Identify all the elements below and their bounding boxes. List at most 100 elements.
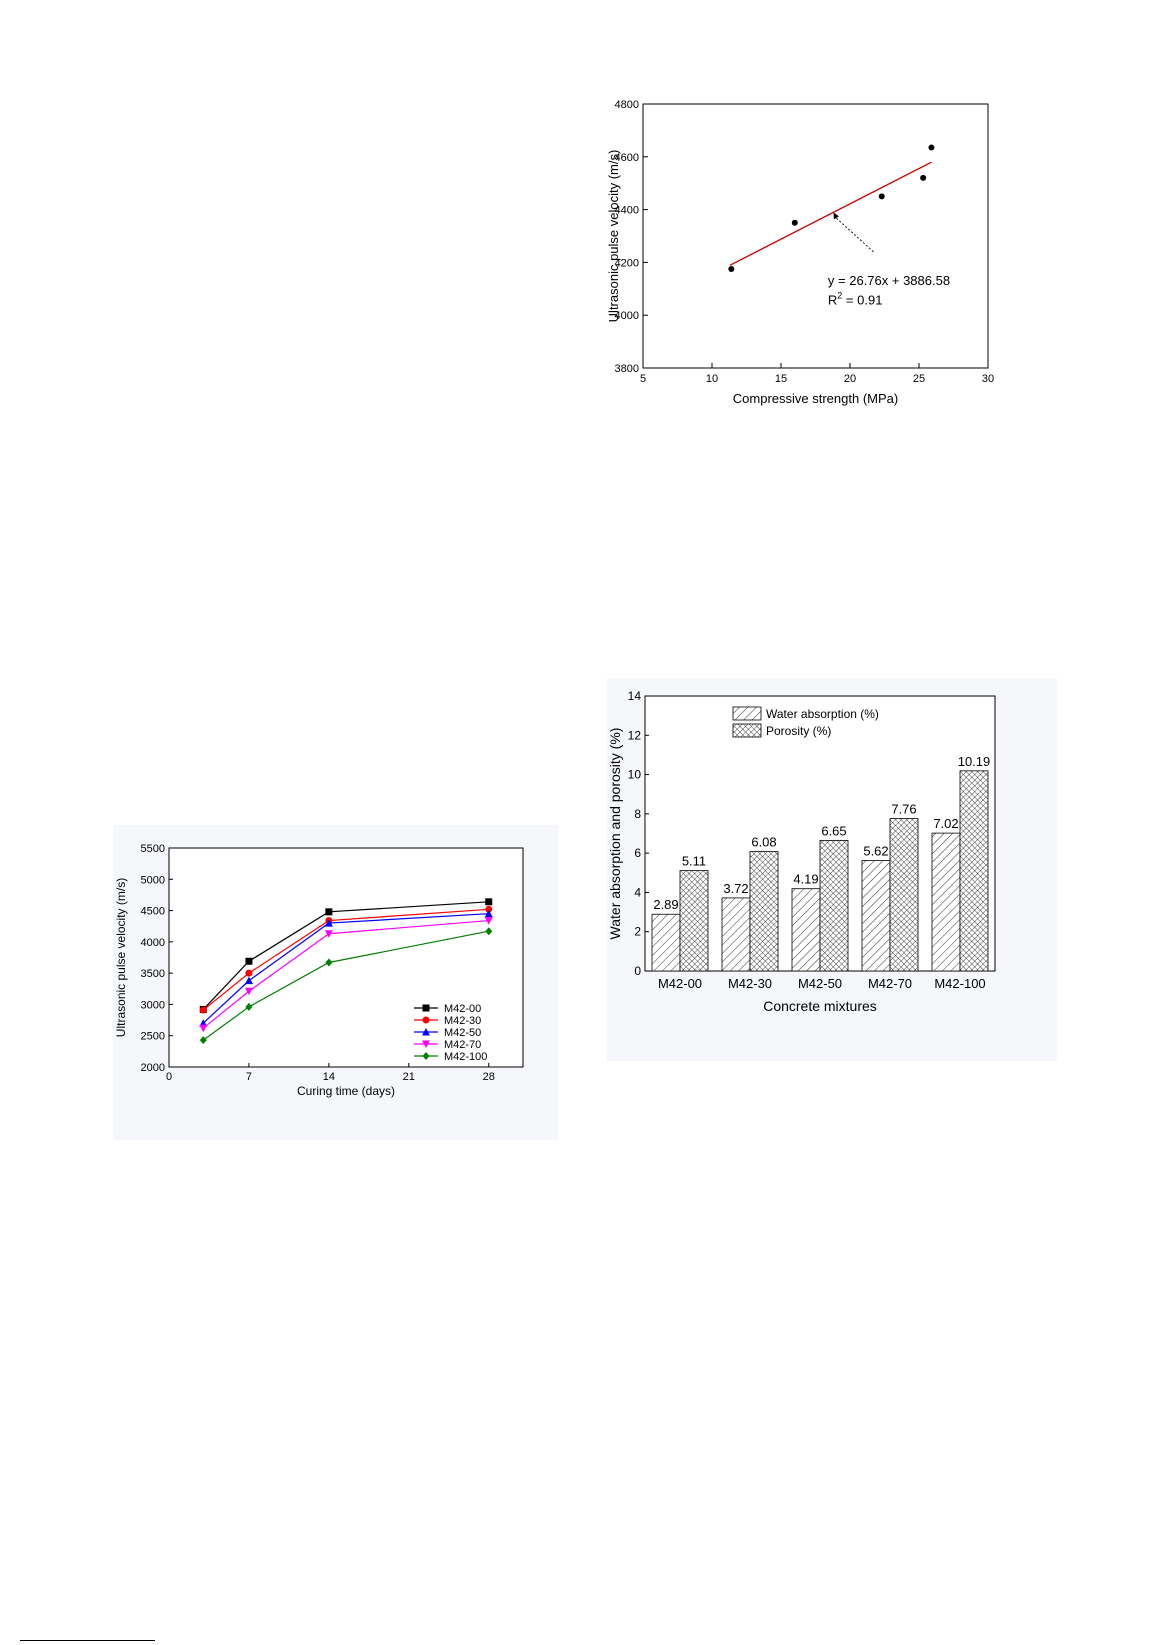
y-tick-label: 4800 <box>615 99 639 111</box>
legend-marker <box>422 1004 430 1012</box>
bar-porosity <box>679 870 709 972</box>
r-squared-exponent: 2 <box>837 291 842 301</box>
data-point <box>245 969 253 977</box>
legend-label: M42-100 <box>444 1051 487 1063</box>
data-point <box>199 1024 208 1033</box>
bar-value-label: 10.19 <box>958 754 991 769</box>
x-tick-label: 15 <box>775 373 787 385</box>
bar-chart-panel: 0 2 4 6 8 10 12 14 M42-00 2.89 5.11 M42-30 3.72 6.08 M… <box>607 678 1057 1061</box>
data-point <box>199 1006 207 1014</box>
y-tick-label: 5500 <box>141 843 165 855</box>
x-axis-title: Curing time (days) <box>297 1084 395 1098</box>
legend-marker <box>422 1016 430 1024</box>
bar-water-absorption <box>861 860 891 972</box>
x-tick-label: M42-70 <box>868 976 912 991</box>
plot-frame <box>168 847 524 1068</box>
annotation-arrow <box>835 216 874 253</box>
bar-value-label: 4.19 <box>793 872 818 887</box>
y-tick-label: 10 <box>628 768 642 782</box>
bar-value-label: 6.65 <box>821 823 846 838</box>
footnote-rule <box>20 1640 155 1641</box>
bar-porosity <box>749 851 779 972</box>
bar-value-label: 5.11 <box>682 854 706 869</box>
x-tick-label: 14 <box>323 1071 335 1083</box>
x-tick-label: M42-00 <box>658 976 702 991</box>
y-tick-label: 3800 <box>615 363 639 375</box>
bar-water-absorption <box>721 897 751 972</box>
bar-value-label: 6.08 <box>751 835 776 850</box>
x-tick-label: M42-100 <box>934 976 985 991</box>
r-squared-value: = 0.91 <box>842 293 882 308</box>
y-tick-label: 4500 <box>141 906 165 918</box>
scatter-chart-panel: 5 10 15 20 25 30 3800 4000 4200 4400 4600 4800 Compr… <box>606 90 1060 450</box>
data-point <box>878 193 885 200</box>
series-line-m42-50 <box>202 913 489 1024</box>
regression-line <box>729 161 932 266</box>
data-point <box>324 930 333 938</box>
annotation-arrowhead <box>833 212 839 220</box>
x-tick-label: 25 <box>913 373 925 385</box>
y-axis-title: Water absorption and porosity (%) <box>607 728 623 940</box>
data-point <box>791 219 798 226</box>
y-tick-label: 5000 <box>141 874 165 886</box>
series-line-m42-00 <box>202 901 489 1010</box>
data-point <box>244 987 253 996</box>
x-tick-label: 7 <box>246 1071 252 1083</box>
x-tick-label: 0 <box>166 1071 172 1083</box>
x-tick-label: 10 <box>706 373 718 385</box>
data-point <box>324 919 333 927</box>
data-point <box>244 976 253 985</box>
legend-label: Porosity (%) <box>766 724 831 738</box>
y-tick-label: 4600 <box>615 152 639 164</box>
series-line-m42-30 <box>202 908 489 1011</box>
legend-marker <box>422 1052 430 1060</box>
legend-label: M42-50 <box>444 1027 481 1039</box>
bar-water-absorption <box>791 888 821 972</box>
legend-label: M42-70 <box>444 1039 481 1051</box>
data-point <box>484 909 493 918</box>
legend-marker <box>422 1028 430 1036</box>
data-point <box>325 908 333 916</box>
bar-chart: 0 2 4 6 8 10 12 14 M42-00 2.89 5.11 M42-30 3.72 6.08 M… <box>607 689 996 1014</box>
y-tick-label: 4000 <box>141 937 165 949</box>
x-tick-label: 20 <box>844 373 856 385</box>
data-point <box>485 898 493 906</box>
x-tick-label: 30 <box>982 373 994 385</box>
data-point <box>485 905 493 913</box>
bar-value-label: 2.89 <box>653 897 678 912</box>
y-tick-label: 0 <box>634 964 641 978</box>
scatter-chart: 5 10 15 20 25 30 3800 4000 4200 4400 4600 4800 Compr… <box>606 99 994 406</box>
bar-value-label: 7.76 <box>891 802 916 817</box>
x-tick-label: 5 <box>640 373 646 385</box>
data-point <box>325 958 333 967</box>
line-chart-panel: 0 7 14 21 28 2000 2500 3000 3500 4000 4500 5000 5500… <box>113 825 558 1140</box>
bar-value-label: 3.72 <box>723 881 748 896</box>
y-axis-title: Ultrasonic pulse velocity (m/s) <box>606 150 621 323</box>
bar-porosity <box>819 839 849 972</box>
y-tick-label: 2000 <box>141 1062 165 1074</box>
y-tick-label: 2 <box>634 925 641 939</box>
y-tick-label: 2500 <box>141 1031 165 1043</box>
fit-equation: y = 26.76x + 3886.58 <box>828 273 950 288</box>
y-tick-label: 8 <box>634 807 641 821</box>
y-tick-label: 12 <box>628 728 642 742</box>
y-tick-label: 4000 <box>615 310 639 322</box>
r-squared-label: R2 = 0.91 <box>828 291 883 308</box>
line-chart: 0 7 14 21 28 2000 2500 3000 3500 4000 4500 5000 5500… <box>114 843 524 1098</box>
y-axis-title: Ultrasonic pulse velocity (m/s) <box>114 878 128 1037</box>
x-axis-title: Concrete mixtures <box>763 998 877 1014</box>
x-tick-label: 21 <box>403 1071 415 1083</box>
series-line-m42-70 <box>202 919 489 1029</box>
bar-value-label: 5.62 <box>863 844 888 859</box>
plot-frame <box>642 103 989 369</box>
r-squared-symbol: R <box>828 293 837 308</box>
data-point <box>484 917 493 925</box>
data-point <box>928 144 935 151</box>
legend-marker <box>422 1040 430 1048</box>
y-tick-label: 3000 <box>141 999 165 1011</box>
legend-label: M42-00 <box>444 1003 481 1015</box>
series-line-m42-100 <box>202 930 489 1041</box>
bar-porosity <box>959 770 989 972</box>
legend-swatch <box>732 706 762 721</box>
x-tick-label: M42-30 <box>728 976 772 991</box>
